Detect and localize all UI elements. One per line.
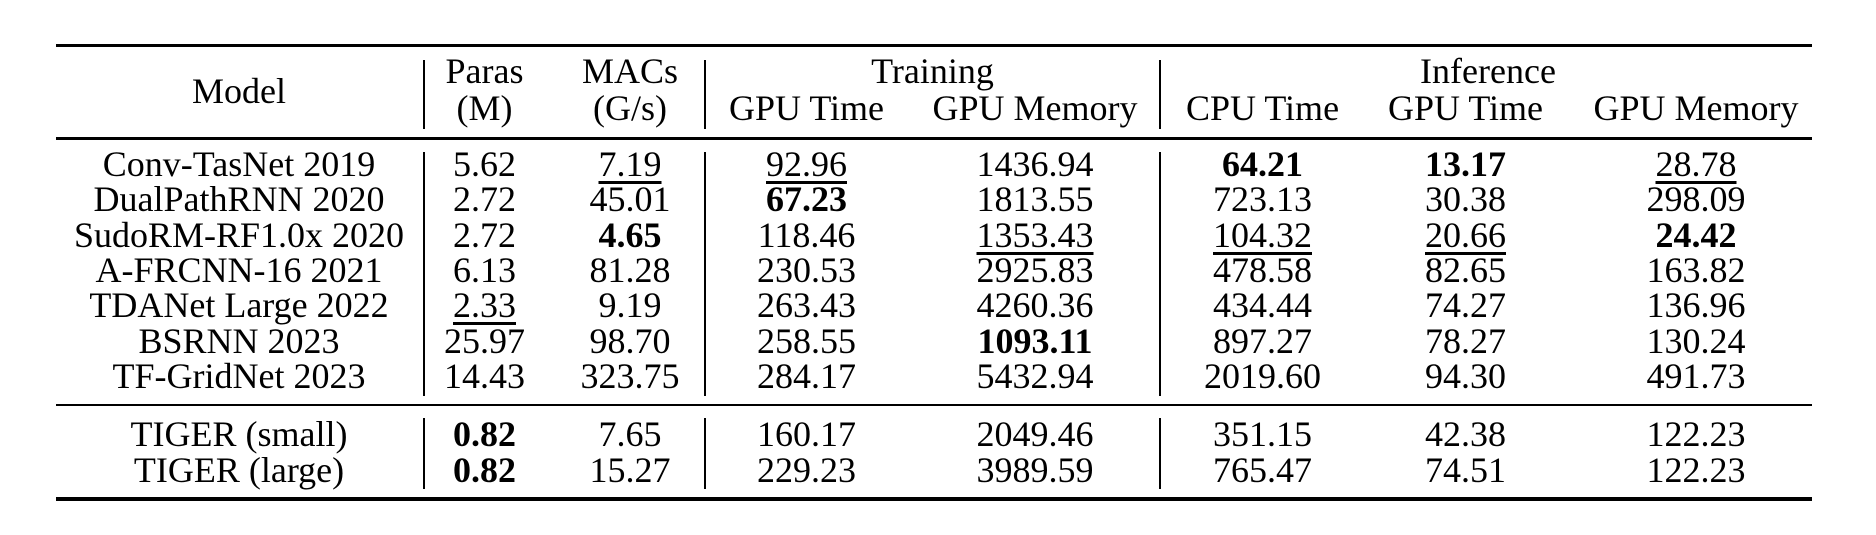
value-cell: 74.51	[1425, 449, 1506, 490]
header-paras-line1: Paras	[445, 50, 524, 91]
value-cell: 0.82	[453, 414, 516, 455]
vertical-separator-training-body	[1158, 151, 1161, 397]
vertical-separator-macs-tiger	[704, 418, 706, 490]
model-name: A-FRCNN-16 2021	[95, 250, 383, 291]
value-cell: 298.09	[1646, 179, 1746, 220]
value-cell: 2049.46	[976, 414, 1094, 455]
value-cell: 30.38	[1425, 179, 1506, 220]
value-cell: 4.65	[598, 214, 662, 255]
value-cell: 82.65	[1425, 250, 1506, 291]
value-cell: 5.62	[453, 143, 516, 184]
header-training-gpu-memory: GPU Memory	[932, 88, 1138, 129]
value-cell: 323.75	[580, 356, 680, 397]
value-cell: 5432.94	[976, 356, 1094, 397]
value-cell: 230.53	[757, 250, 856, 291]
value-cell: 2.33	[453, 285, 516, 326]
value-cell: 1813.55	[976, 179, 1094, 220]
value-cell: 13.17	[1425, 143, 1506, 184]
header-inference-gpu-time: GPU Time	[1387, 88, 1544, 129]
bottom-rule	[56, 497, 1812, 501]
model-name: BSRNN 2023	[138, 320, 340, 361]
value-cell: 42.38	[1425, 414, 1506, 455]
value-cell: 163.82	[1646, 250, 1746, 291]
value-cell: 897.27	[1213, 320, 1312, 361]
vertical-separator-model-tiger	[423, 418, 426, 490]
value-cell: 263.43	[757, 285, 856, 326]
header-training-group: Training	[871, 50, 994, 91]
value-cell: 3989.59	[976, 449, 1094, 490]
value-cell: 284.17	[757, 356, 856, 397]
header-inference-group: Inference	[1420, 50, 1556, 91]
value-cell: 351.15	[1213, 414, 1312, 455]
vertical-separator-training-tiger	[1158, 418, 1161, 490]
value-cell: 74.27	[1425, 285, 1506, 326]
value-cell: 2.72	[453, 179, 516, 220]
value-cell: 67.23	[766, 179, 847, 220]
value-cell: 478.58	[1213, 250, 1312, 291]
value-cell: 491.73	[1646, 356, 1746, 397]
header-macs-line1: MACs	[581, 50, 679, 91]
value-cell: 15.27	[589, 449, 671, 490]
value-cell: 0.82	[453, 449, 516, 490]
value-cell: 24.42	[1655, 214, 1737, 255]
value-cell: 1353.43	[976, 214, 1094, 255]
value-cell: 92.96	[766, 143, 847, 184]
vertical-separator-training-header	[1158, 59, 1161, 130]
value-cell: 81.28	[589, 250, 671, 291]
value-cell: 1093.11	[977, 320, 1093, 361]
header-inference-cpu-time: CPU Time	[1185, 88, 1340, 129]
vertical-separator-model-header	[423, 59, 426, 130]
model-name: SudoRM-RF1.0x 2020	[73, 214, 405, 255]
value-cell: 136.96	[1646, 285, 1746, 326]
value-cell: 94.30	[1425, 356, 1506, 397]
vertical-separator-macs-body	[704, 151, 706, 397]
value-cell: 434.44	[1213, 285, 1312, 326]
value-cell: 723.13	[1213, 179, 1312, 220]
value-cell: 2.72	[453, 214, 516, 255]
value-cell: 765.47	[1213, 449, 1312, 490]
header-inference-gpu-memory: GPU Memory	[1593, 88, 1799, 129]
value-cell: 130.24	[1646, 320, 1746, 361]
value-cell: 25.97	[444, 320, 525, 361]
header-rule	[56, 137, 1812, 140]
section-divider-rule	[56, 403, 1812, 407]
value-cell: 64.21	[1222, 143, 1303, 184]
model-name: TDANet Large 2022	[89, 285, 389, 326]
value-cell: 122.23	[1646, 414, 1746, 455]
value-cell: 2019.60	[1204, 356, 1321, 397]
model-name: DualPathRNN 2020	[93, 179, 385, 220]
header-paras-line2: (M)	[456, 88, 513, 129]
model-name: TIGER (small)	[130, 414, 348, 455]
value-cell: 7.65	[598, 414, 662, 455]
top-rule	[56, 43, 1812, 48]
value-cell: 1436.94	[976, 143, 1094, 184]
value-cell: 122.23	[1646, 449, 1746, 490]
model-name: TIGER (large)	[133, 449, 345, 490]
value-cell: 4260.36	[976, 285, 1094, 326]
value-cell: 9.19	[598, 285, 662, 326]
value-cell: 14.43	[444, 356, 525, 397]
value-cell: 104.32	[1213, 214, 1312, 255]
model-name: TF-GridNet 2023	[112, 356, 366, 397]
header-model: Model	[192, 70, 286, 111]
value-cell: 98.70	[589, 320, 671, 361]
value-cell: 2925.83	[976, 250, 1094, 291]
vertical-separator-model-body	[423, 151, 426, 397]
header-training-gpu-time: GPU Time	[728, 88, 885, 129]
value-cell: 258.55	[757, 320, 856, 361]
header-macs-line2: (G/s)	[593, 88, 667, 129]
value-cell: 78.27	[1425, 320, 1506, 361]
value-cell: 28.78	[1655, 143, 1737, 184]
value-cell: 20.66	[1425, 214, 1506, 255]
value-cell: 6.13	[453, 250, 516, 291]
value-cell: 45.01	[589, 179, 671, 220]
model-name: Conv-TasNet 2019	[102, 143, 376, 184]
value-cell: 118.46	[757, 214, 856, 255]
value-cell: 7.19	[598, 143, 662, 184]
value-cell: 229.23	[757, 449, 856, 490]
value-cell: 160.17	[757, 414, 856, 455]
vertical-separator-macs-header	[704, 59, 706, 130]
